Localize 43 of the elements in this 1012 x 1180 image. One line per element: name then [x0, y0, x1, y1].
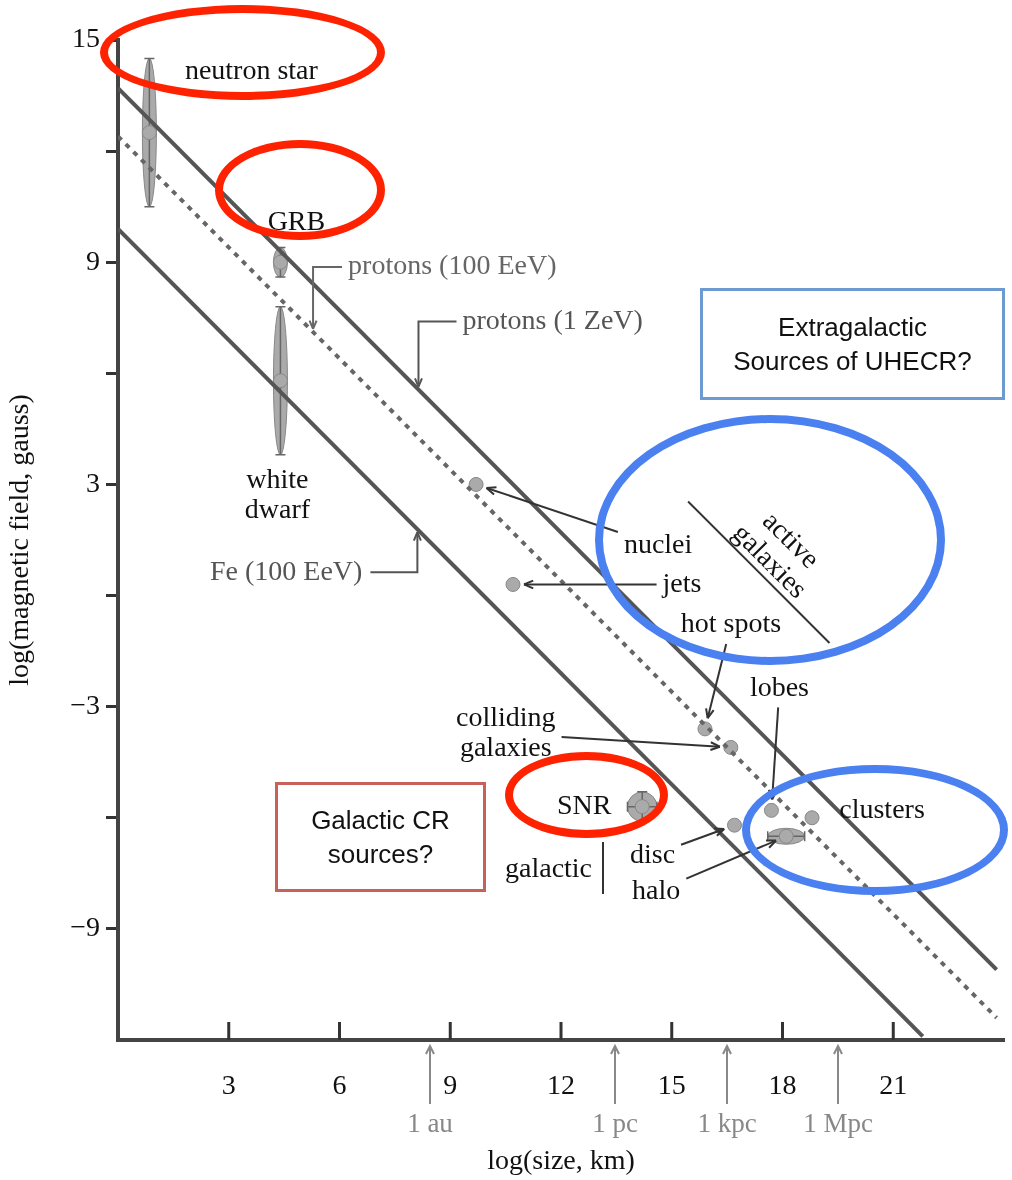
text: hot spots [680, 607, 782, 639]
x-axis-title: log(size, km) [487, 1143, 635, 1175]
text: 1 kpc [696, 1108, 758, 1138]
series-label: GRB [267, 204, 326, 236]
y-tick-label: 3 [86, 466, 100, 498]
text: colliding galaxies [456, 700, 556, 762]
x-tick-label: 12 [547, 1069, 575, 1101]
point [804, 810, 820, 826]
text: 1 au [406, 1108, 454, 1138]
y-tick-label: 15 [72, 22, 100, 54]
point [468, 476, 484, 492]
point [763, 802, 779, 818]
y-tick-label: 9 [86, 244, 100, 276]
text: protons (1 ZeV) [462, 303, 643, 335]
series-label: clusters [839, 793, 925, 825]
x-tick-label: 21 [879, 1069, 908, 1101]
text: Fe (100 EeV) [209, 554, 363, 586]
text: jets [661, 566, 702, 598]
x-tick-label: 15 [657, 1069, 686, 1101]
y-axis-title: log(magnetic field, gauss) [3, 394, 35, 686]
text: white dwarf [244, 463, 311, 525]
y-tick-label: −3 [70, 689, 100, 721]
annotation: Extragalactic Sources of UHECR? [700, 288, 1005, 400]
text: lobes [749, 670, 809, 702]
point [272, 373, 288, 389]
y-tick-label: −9 [70, 911, 100, 943]
text: halo [632, 873, 681, 905]
text: 1 Mpc [802, 1108, 874, 1138]
point [505, 576, 521, 592]
series-label: disc [629, 837, 676, 869]
point [727, 817, 743, 833]
x-tick-label: 9 [443, 1069, 458, 1101]
text: nuclei [623, 527, 693, 559]
x-tick-label: 6 [332, 1069, 347, 1101]
x-tick-label: 3 [221, 1069, 236, 1101]
point [141, 125, 157, 141]
annotation: galactic [505, 842, 605, 894]
x-tick-label: 18 [768, 1069, 797, 1101]
text: protons (100 EeV) [348, 249, 557, 281]
text: 1 pc [591, 1108, 639, 1138]
series-label: neutron star [184, 53, 319, 85]
series-label: SNR [556, 789, 612, 821]
annotation: Galactic CR sources? [275, 782, 486, 892]
